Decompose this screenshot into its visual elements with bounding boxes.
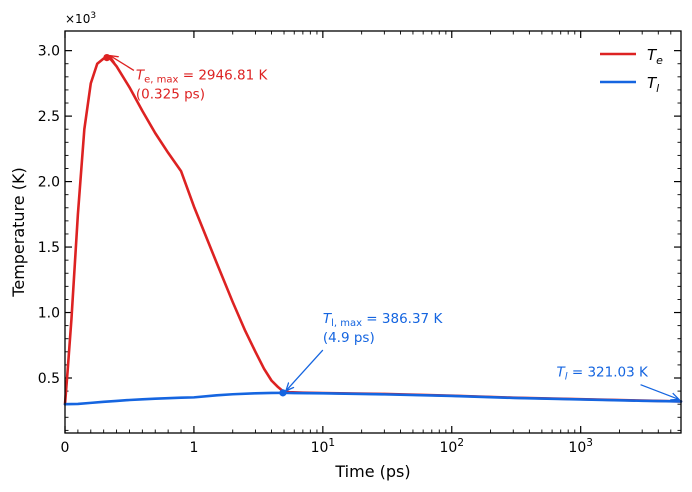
- x-tick-label: 1: [189, 440, 198, 456]
- y-tick-label: 1.0: [38, 306, 60, 322]
- x-tick-label: 101: [311, 437, 336, 456]
- y-tick-label: 0.5: [38, 371, 60, 387]
- x-axis-label: Time (ps): [334, 462, 410, 481]
- annotation-arrow-tl-final: [640, 384, 679, 400]
- annotation-tl-max-time: (4.9 ps): [323, 330, 375, 346]
- y-axis-label: Temperature (K): [9, 167, 28, 297]
- y-tick-label: 2.5: [38, 109, 60, 125]
- annotation-arrow-te-max: [110, 56, 135, 72]
- plot-frame: [64, 30, 682, 434]
- y-tick-label: 1.5: [38, 240, 60, 256]
- max-marker-te: [103, 54, 111, 62]
- annotation-te-max-time: (0.325 ps): [136, 86, 205, 102]
- y-tick-label: 3.0: [38, 44, 60, 60]
- legend: Te Tl: [600, 46, 663, 95]
- max-marker-tl: [279, 389, 287, 397]
- legend-label-tl: Tl: [647, 74, 659, 95]
- y-tick-label: 2.0: [38, 175, 60, 191]
- annotation-layer: Te, max = 2946.81 K(0.325 ps) Tl, max = 3…: [110, 56, 679, 400]
- series-line-tl: [63, 391, 683, 406]
- annotation-arrow-tl-max: [286, 349, 324, 391]
- annotation-te-max: Te, max = 2946.81 K: [136, 67, 269, 85]
- legend-label-te: Te: [647, 46, 663, 67]
- x-tick-label: 102: [440, 437, 465, 456]
- x-tick-label: 103: [568, 437, 593, 456]
- x-tick-label: 0: [61, 440, 70, 456]
- y-axis-multiplier: ×103: [65, 11, 96, 26]
- annotation-tl-final: Tl = 321.03 K: [557, 365, 649, 383]
- annotation-tl-max: Tl, max = 386.37 K: [323, 311, 444, 329]
